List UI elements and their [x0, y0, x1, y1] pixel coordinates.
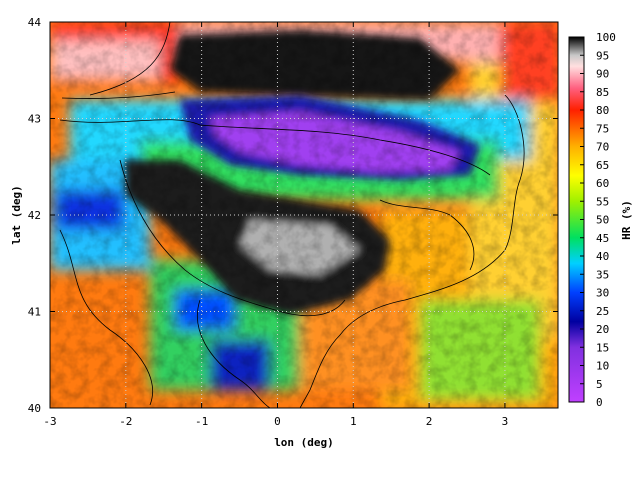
x-tick-label: 3 — [502, 415, 509, 428]
y-tick-label: 44 — [28, 16, 42, 29]
x-tick-label: 1 — [350, 415, 357, 428]
colorbar-tick-label: 50 — [596, 214, 609, 227]
y-axis: 40 41 42 43 44 — [28, 16, 558, 415]
colorbar-tick-label: 25 — [596, 305, 609, 318]
colorbar-tick-label: 95 — [596, 49, 609, 62]
colorbar-tick-label: 65 — [596, 159, 609, 172]
colorbar-tick-label: 35 — [596, 268, 609, 281]
colorbar-tick-label: 40 — [596, 250, 609, 263]
x-axis: -3 -2 -1 0 1 2 3 — [43, 22, 508, 428]
x-axis-label: lon (deg) — [274, 436, 334, 449]
colorbar-label: HR (%) — [620, 200, 633, 240]
colorbar-tick-label: 45 — [596, 232, 609, 245]
x-tick-label: 0 — [274, 415, 281, 428]
colorbar-tick-label: 5 — [596, 378, 603, 391]
colorbar-axis: 0 5 10 15 20 25 30 35 40 45 50 55 60 65 70 75 80 85 90 95 10… — [580, 31, 616, 409]
colorbar-tick-label: 75 — [596, 122, 609, 135]
colorbar-tick-label: 15 — [596, 341, 609, 354]
x-tick-label: 2 — [426, 415, 433, 428]
colorbar-tick-label: 10 — [596, 360, 609, 373]
x-tick-label: -1 — [195, 415, 208, 428]
contour-lines — [59, 22, 525, 408]
colorbar-tick-label: 30 — [596, 287, 609, 300]
colorbar-tick-label: 20 — [596, 323, 609, 336]
heatmap-field — [50, 22, 558, 408]
colorbar-tick-label: 0 — [596, 396, 603, 409]
x-tick-label: -2 — [119, 415, 132, 428]
x-tick-label: -3 — [43, 415, 56, 428]
y-tick-label: 41 — [28, 306, 41, 319]
colorbar-tick-label: 60 — [596, 177, 609, 190]
colorbar-tick-label: 100 — [596, 31, 616, 44]
y-tick-label: 42 — [28, 209, 41, 222]
colorbar-tick-label: 55 — [596, 195, 609, 208]
colorbar-tick-label: 90 — [596, 68, 609, 81]
colorbar-tick-label: 80 — [596, 104, 609, 117]
colorbar-tick-label: 85 — [596, 86, 609, 99]
y-tick-label: 43 — [28, 113, 41, 126]
y-axis-label: lat (deg) — [10, 185, 23, 245]
y-tick-label: 40 — [28, 402, 41, 415]
grid-lines — [50, 22, 558, 408]
colorbar-tick-label: 70 — [596, 141, 609, 154]
